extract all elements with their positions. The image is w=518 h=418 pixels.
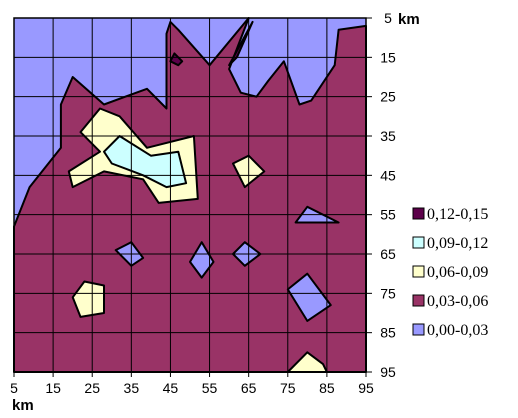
y-tick-label: 55 — [380, 207, 396, 223]
legend-swatch — [412, 265, 425, 278]
x-tick-label: 75 — [280, 380, 296, 396]
x-tick-label: 45 — [163, 380, 179, 396]
band-region-5 — [189, 241, 215, 279]
y-tick-label: 45 — [380, 167, 396, 183]
plot-frame — [13, 17, 367, 373]
band-region-13 — [228, 20, 254, 67]
y-tick-label: 15 — [380, 49, 396, 65]
y-tick-label: 85 — [380, 325, 396, 341]
y-tick-label: 95 — [380, 364, 396, 380]
x-tick-label: 15 — [45, 380, 61, 396]
legend: 0,12-0,15 0,09-0,12 0,06-0,09 0,03-0,06 0,00… — [412, 206, 488, 339]
y-tick-label: 35 — [380, 128, 396, 144]
y-axis-ticks: 5 15 25 35 45 55 65 75 85 95 — [366, 10, 396, 380]
x-axis-unit: km — [12, 397, 34, 414]
y-tick-label: 75 — [380, 285, 396, 301]
x-tick-label: 65 — [241, 380, 257, 396]
legend-swatch — [412, 294, 425, 307]
legend-label: 0,00-0,03 — [427, 322, 488, 339]
band-region-12 — [169, 52, 184, 67]
y-tick-label: 25 — [380, 89, 396, 105]
legend-swatch — [412, 323, 425, 336]
x-axis-ticks: 5 15 25 35 45 55 65 75 85 95 — [10, 372, 374, 396]
y-tick-label: 65 — [380, 246, 396, 262]
x-tick-label: 35 — [124, 380, 140, 396]
x-tick-label: 5 — [10, 380, 18, 396]
legend-label: 0,03-0,06 — [427, 293, 488, 310]
legend-swatch — [412, 207, 425, 220]
x-tick-label: 55 — [202, 380, 218, 396]
legend-label: 0,09-0,12 — [427, 235, 488, 252]
x-tick-label: 85 — [319, 380, 335, 396]
legend-swatch — [412, 236, 425, 249]
legend-label: 0,12-0,15 — [427, 206, 488, 223]
y-axis-unit: km — [398, 11, 420, 28]
band-region-3 — [286, 272, 332, 322]
x-tick-label: 25 — [84, 380, 100, 396]
contour-regions — [13, 17, 367, 373]
band-region-8 — [103, 135, 188, 189]
x-tick-label: 95 — [358, 380, 374, 396]
legend-label: 0,06-0,09 — [427, 264, 488, 281]
y-tick-label: 5 — [384, 10, 392, 26]
band-region-10 — [71, 280, 105, 318]
